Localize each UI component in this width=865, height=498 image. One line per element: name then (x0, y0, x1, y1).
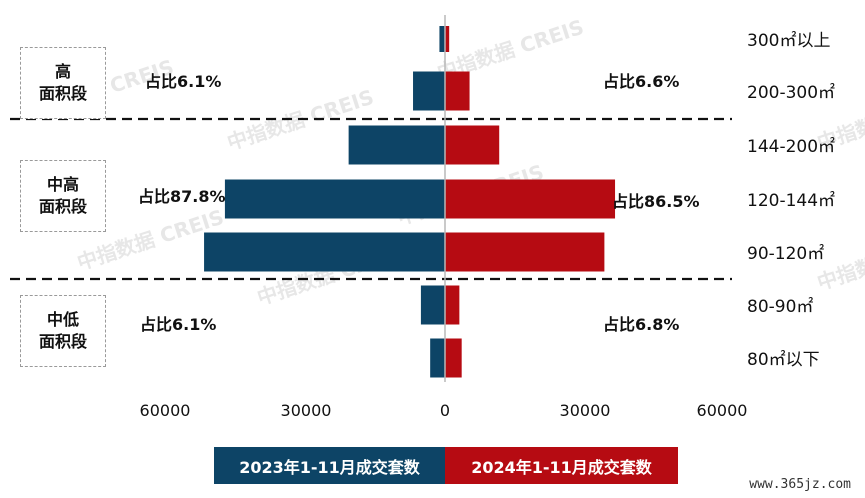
category-label-6: 80㎡以下 (747, 350, 820, 370)
bar-2023-4 (204, 232, 445, 272)
bar-2024-3 (445, 179, 616, 219)
group-box-mid-high: 中高 面积段 (20, 160, 106, 232)
category-label-2: 144-200㎡ (747, 137, 835, 157)
category-label-5: 80-90㎡ (747, 297, 813, 317)
bar-2023-5 (420, 285, 445, 325)
share-right-mid-high: 占比86.5% (612, 192, 700, 211)
bar-2024-5 (445, 285, 460, 325)
bar-2023-3 (224, 179, 445, 219)
legend-2024: 2024年1-11月成交套数 (445, 447, 678, 484)
bar-2023-6 (430, 338, 445, 378)
category-label-1: 200-300㎡ (747, 83, 835, 103)
x-tick-label-1: 30000 (281, 401, 332, 420)
group-label-high: 高 面积段 (38, 62, 87, 103)
share-left-mid-high: 占比87.8% (138, 187, 226, 206)
x-tick-label-0: 60000 (140, 401, 191, 420)
bar-2024-6 (445, 338, 462, 378)
group-label-mid-high: 中高 面积段 (38, 175, 87, 216)
category-label-0: 300㎡以上 (747, 31, 830, 51)
bar-2023-1 (413, 71, 445, 111)
bar-2024-2 (445, 125, 500, 165)
share-left-high: 占比6.1% (145, 72, 222, 91)
bar-2023-2 (348, 125, 445, 165)
group-box-mid-low: 中低 面积段 (20, 295, 106, 367)
x-tick-label-2: 0 (440, 401, 450, 420)
bar-2023-0 (439, 26, 445, 52)
share-left-mid-low: 占比6.1% (140, 315, 217, 334)
legend-2023-label: 2023年1-11月成交套数 (239, 457, 420, 477)
x-tick-label-4: 60000 (697, 401, 748, 420)
bar-2024-1 (445, 71, 470, 111)
site-watermark: www.365jz.com (749, 477, 851, 492)
legend-2024-label: 2024年1-11月成交套数 (471, 457, 652, 477)
group-label-mid-low: 中低 面积段 (38, 310, 87, 351)
share-right-high: 占比6.6% (603, 72, 680, 91)
legend-2023: 2023年1-11月成交套数 (214, 447, 445, 484)
group-box-high: 高 面积段 (20, 47, 106, 119)
category-label-4: 90-120㎡ (747, 244, 824, 264)
x-tick-label-3: 30000 (560, 401, 611, 420)
category-label-3: 120-144㎡ (747, 191, 835, 211)
bar-2024-0 (445, 26, 450, 52)
bar-2024-4 (445, 232, 605, 272)
share-right-mid-low: 占比6.8% (603, 315, 680, 334)
